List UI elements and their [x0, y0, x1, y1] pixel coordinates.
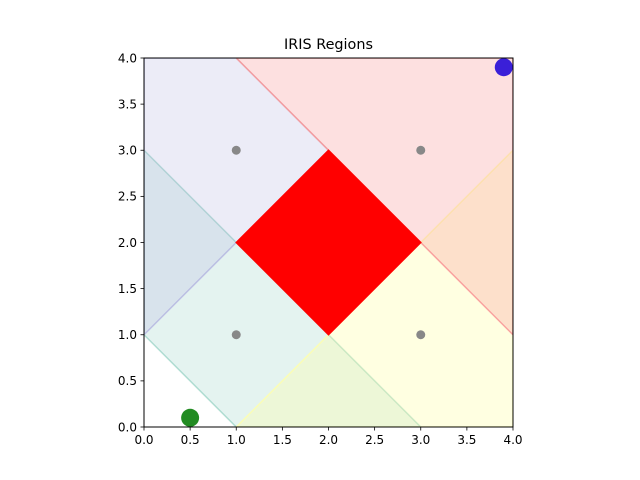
start-point	[181, 408, 200, 427]
x-tick-label: 0.0	[134, 433, 153, 447]
x-tick-label: 2.0	[319, 433, 338, 447]
chart-title: IRIS Regions	[284, 37, 373, 53]
y-tick-label: 1.0	[118, 328, 137, 342]
y-tick-label: 4.0	[118, 51, 137, 65]
y-tick-label: 2.0	[118, 236, 137, 250]
region-center-point-3	[231, 330, 241, 340]
x-tick-label: 2.5	[365, 433, 384, 447]
y-tick-label: 1.5	[118, 282, 137, 296]
region-center	[235, 149, 422, 336]
y-tick-label: 2.5	[118, 190, 137, 204]
region-centers-layer	[231, 145, 426, 340]
y-axis: 0.0 0.5 1.0 1.5 2.0 2.5 3.0 3.5 4.0	[118, 51, 144, 434]
goal-point	[494, 58, 513, 77]
y-tick-label: 0.0	[118, 420, 137, 434]
x-tick-label: 3.0	[411, 433, 430, 447]
y-tick-label: 3.0	[118, 144, 137, 158]
x-tick-label: 4.0	[503, 433, 522, 447]
region-center-point-2	[416, 145, 426, 155]
region-center-point-1	[231, 145, 241, 155]
x-tick-label: 3.5	[457, 433, 476, 447]
x-axis: 0.0 0.5 1.0 1.5 2.0 2.5 3.0 3.5 4.0	[134, 427, 523, 447]
markers-layer	[181, 58, 513, 427]
x-tick-label: 1.5	[273, 433, 292, 447]
y-tick-label: 0.5	[118, 374, 137, 388]
x-tick-label: 0.5	[181, 433, 200, 447]
region-center-point-4	[416, 330, 426, 340]
y-tick-label: 3.5	[118, 97, 137, 111]
x-tick-label: 1.0	[227, 433, 246, 447]
regions-layer	[144, 58, 513, 427]
